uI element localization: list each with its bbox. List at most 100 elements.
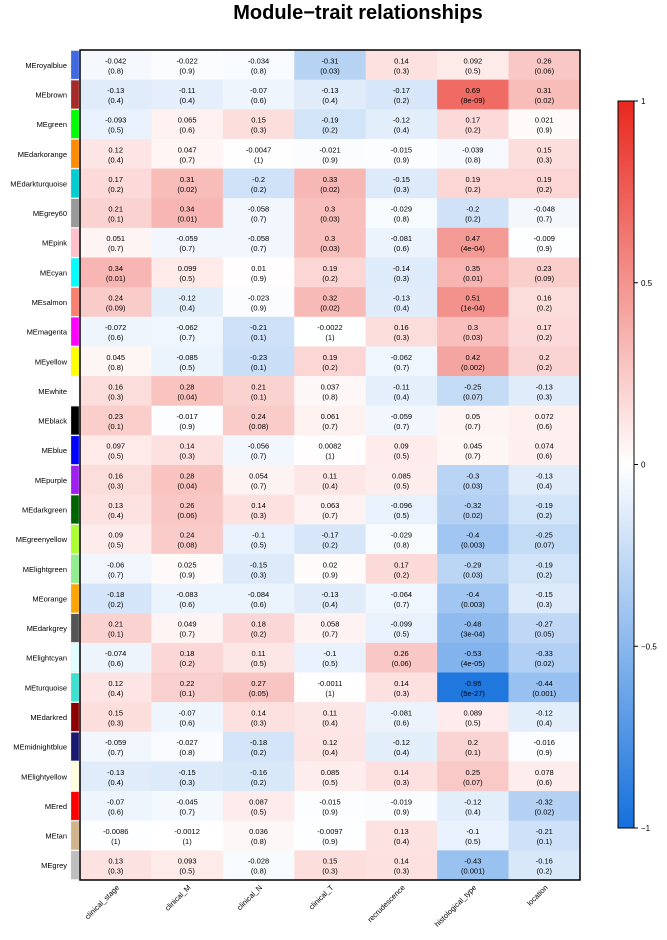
cell-value: 0.19: [323, 353, 338, 362]
cell-value: -0.25: [464, 382, 481, 391]
cell-pvalue: (0.8): [251, 66, 267, 75]
heat-cell: [365, 850, 438, 881]
heat-cell: [365, 346, 438, 377]
heat-cell: [294, 346, 367, 377]
cell-value: -0.19: [321, 116, 338, 125]
heat-cell: [437, 287, 509, 318]
heat-cell: [80, 494, 152, 525]
cell-value: -0.015: [319, 797, 340, 806]
heat-cell: [508, 820, 581, 851]
cell-pvalue: (1e-04): [461, 303, 486, 312]
cell-pvalue: (0.4): [322, 481, 338, 490]
cell-value: -0.12: [393, 738, 410, 747]
heat-cell: [437, 672, 509, 703]
column-label: histological_type: [433, 883, 479, 929]
cell-value: -0.042: [105, 56, 126, 65]
cell-pvalue: (0.2): [322, 363, 338, 372]
heat-cell: [365, 820, 438, 851]
cell-pvalue: (0.8): [394, 541, 410, 550]
cell-pvalue: (0.6): [394, 718, 410, 727]
cell-value: 0.063: [321, 501, 340, 510]
cell-value: 0.16: [537, 293, 552, 302]
cell-pvalue: (0.6): [394, 244, 410, 253]
cell-value: -0.062: [177, 323, 198, 332]
heat-cell: [365, 79, 438, 110]
heat-cell: [508, 791, 581, 822]
heat-cell: [222, 465, 295, 495]
heatmap-border: [79, 49, 581, 881]
column-label: clinical_T: [307, 883, 336, 912]
heat-cell: [294, 138, 367, 169]
cell-value: -0.2: [466, 205, 479, 214]
cell-pvalue: (0.3): [537, 392, 553, 401]
cell-value: 0.11: [323, 471, 337, 480]
heat-cell: [80, 257, 152, 288]
cell-pvalue: (0.01): [177, 215, 197, 224]
heat-cell: [508, 731, 581, 762]
heat-cell: [508, 405, 581, 436]
cell-pvalue: (0.02): [463, 511, 483, 520]
cell-value: 0.32: [323, 293, 338, 302]
module-color-swatch: [70, 376, 80, 406]
cell-pvalue: (0.08): [177, 541, 197, 550]
cell-value: 0.14: [251, 708, 266, 717]
cell-pvalue: (0.06): [392, 659, 412, 668]
cell-pvalue: (0.02): [534, 96, 554, 105]
cell-pvalue: (0.2): [537, 511, 553, 520]
cell-value: -0.017: [177, 412, 198, 421]
heat-cell: [437, 583, 509, 614]
heat-cell: [151, 198, 224, 229]
row-label: MEyellow: [35, 357, 68, 366]
cell-pvalue: (0.5): [179, 274, 195, 283]
heat-cell: [222, 376, 295, 407]
cell-pvalue: (0.4): [108, 511, 124, 520]
heat-cell: [151, 50, 224, 80]
cell-pvalue: (0.3): [108, 718, 124, 727]
heat-cell: [80, 227, 152, 258]
heat-cell: [294, 820, 367, 851]
heat-cell: [222, 435, 295, 466]
cell-pvalue: (0.4): [322, 96, 338, 105]
cell-value: 0.17: [394, 560, 409, 569]
heat-cell: [437, 820, 509, 851]
heat-cell: [508, 346, 581, 377]
cell-pvalue: (0.01): [463, 274, 483, 283]
module-color-swatch: [70, 139, 80, 169]
heat-cell: [365, 405, 438, 436]
cell-value: 0.17: [537, 323, 552, 332]
row-label: MElightgreen: [23, 565, 67, 574]
cell-pvalue: (0.7): [394, 600, 410, 609]
heat-cell: [222, 346, 295, 377]
row-label: MEturquoise: [25, 683, 67, 692]
cell-pvalue: (0.4): [394, 303, 410, 312]
cell-pvalue: (0.6): [251, 600, 267, 609]
cell-pvalue: (0.6): [179, 600, 195, 609]
cell-value: -0.21: [250, 323, 267, 332]
cell-pvalue: (0.4): [179, 96, 195, 105]
cell-value: 0.0082: [319, 442, 342, 451]
cell-pvalue: (0.02): [177, 185, 197, 194]
cell-value: -0.13: [321, 590, 338, 599]
cell-pvalue: (0.09): [534, 274, 554, 283]
heat-cell: [508, 494, 581, 525]
heat-cell: [437, 850, 509, 881]
cell-pvalue: (0.7): [179, 630, 195, 639]
cell-value: 0.085: [321, 768, 340, 777]
cell-value: -0.074: [105, 649, 126, 658]
cell-value: 0.14: [394, 679, 409, 688]
heat-cell: [294, 613, 367, 644]
cell-pvalue: (0.002): [461, 363, 485, 372]
heat-cell: [508, 702, 581, 733]
cell-pvalue: (0.5): [465, 718, 481, 727]
cell-pvalue: (0.8): [179, 748, 195, 757]
module-color-swatch: [70, 80, 80, 109]
cell-pvalue: (0.6): [108, 807, 124, 816]
cell-value: -0.48: [464, 620, 481, 629]
cell-pvalue: (0.2): [465, 185, 481, 194]
cell-pvalue: (0.02): [320, 185, 340, 194]
cell-value: 0.078: [535, 768, 554, 777]
heatmap-cells: [80, 50, 581, 881]
row-label: MEbrown: [35, 90, 67, 99]
heat-cell: [365, 553, 438, 584]
